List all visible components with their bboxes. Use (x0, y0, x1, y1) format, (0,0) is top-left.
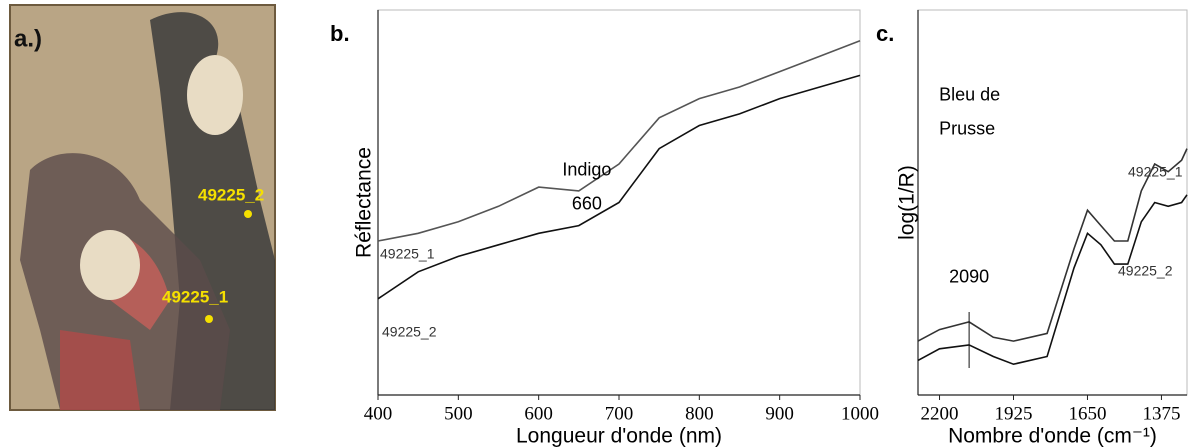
x-tick-label: 1925 (994, 403, 1032, 424)
spectrum-line (377, 40, 861, 242)
series-label: 49225_1 (1128, 164, 1183, 180)
x-tick-label: 400 (364, 403, 393, 424)
marker-label: 2090 (949, 266, 989, 286)
annotation: Bleu de (939, 84, 1000, 104)
x-tick-label: 500 (444, 403, 473, 424)
x-tick-label: 900 (765, 403, 794, 424)
x-tick-label: 700 (605, 403, 634, 424)
x-tick-label: 1375 (1142, 403, 1180, 424)
y-axis-label: log(1/R) (896, 165, 919, 240)
x-tick-label: 1000 (841, 403, 879, 424)
annotation: Prusse (939, 118, 995, 138)
photo-panel: a.) 49225_2 49225_1 (9, 4, 276, 411)
series-label: 49225_2 (1118, 263, 1173, 279)
point-label: 49225_2 (198, 185, 264, 204)
panel-label: a.) (14, 25, 42, 52)
spectrum-line (917, 148, 1188, 342)
x-axis-label: Nombre d'onde (cm⁻¹) (948, 425, 1157, 448)
series-label: 49225_1 (380, 246, 435, 262)
panel-label: b. (330, 21, 350, 46)
x-axis-label: Longueur d'onde (nm) (516, 425, 722, 448)
panel-label: c. (876, 21, 894, 46)
x-tick-label: 800 (685, 403, 714, 424)
x-tick-label: 2200 (921, 403, 959, 424)
annotation: Indigo (562, 159, 611, 179)
x-tick-label: 1650 (1068, 403, 1106, 424)
y-axis-label: Réflectance (353, 147, 376, 258)
point-label: 49225_1 (162, 287, 228, 306)
marker-label: 660 (572, 193, 602, 213)
series-label: 49225_2 (382, 324, 437, 340)
spectrum-line (377, 74, 861, 300)
spectrum-line (917, 194, 1188, 366)
x-tick-label: 600 (524, 403, 553, 424)
